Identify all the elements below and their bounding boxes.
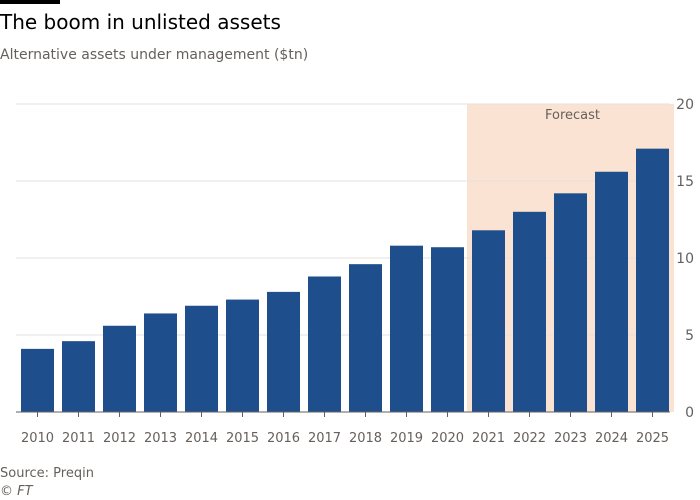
x-tick-label: 2010 xyxy=(21,431,54,446)
x-tick-label: 2014 xyxy=(185,431,218,446)
bar-2014 xyxy=(185,305,218,412)
x-tick-label: 2015 xyxy=(226,431,259,446)
x-tick-label: 2022 xyxy=(513,431,546,446)
x-tick-label: 2023 xyxy=(554,431,587,446)
bar-2011 xyxy=(62,341,95,412)
bar-2025 xyxy=(636,148,669,412)
x-tick-label: 2020 xyxy=(431,431,464,446)
bar-2020 xyxy=(431,247,464,412)
x-tick-label: 2025 xyxy=(636,431,669,446)
bar-2024 xyxy=(595,171,628,412)
credit-note: © FT xyxy=(0,484,33,499)
brand-bar xyxy=(0,0,60,4)
x-tick-label: 2011 xyxy=(62,431,95,446)
x-tick-label: 2013 xyxy=(144,431,177,446)
x-tick-label: 2012 xyxy=(103,431,136,446)
y-tick-label: 10 xyxy=(676,251,694,267)
bar-2023 xyxy=(554,193,587,412)
bar-2017 xyxy=(308,276,341,412)
bars xyxy=(21,148,669,412)
forecast-label: Forecast xyxy=(545,108,600,123)
bar-2015 xyxy=(226,299,259,412)
x-tick-label: 2017 xyxy=(308,431,341,446)
bar-2019 xyxy=(390,245,423,412)
y-axis: 0 5 10 15 20 xyxy=(676,97,694,421)
y-tick-label: 20 xyxy=(676,97,694,113)
x-tick-label: 2019 xyxy=(390,431,423,446)
chart-title: The boom in unlisted assets xyxy=(0,10,281,34)
source-note: Source: Preqin xyxy=(0,466,94,481)
y-tick-label: 15 xyxy=(676,174,694,190)
y-tick-label: 0 xyxy=(685,405,694,421)
bar-2016 xyxy=(267,291,300,412)
bar-2022 xyxy=(513,211,546,412)
bar-2013 xyxy=(144,313,177,412)
bar-2021 xyxy=(472,230,505,412)
bar-2010 xyxy=(21,348,54,412)
y-tick-label: 5 xyxy=(685,328,694,344)
bar-2012 xyxy=(103,325,136,412)
x-tick-label: 2021 xyxy=(472,431,505,446)
x-axis: 2010 2011 2012 2013 2014 2015 2016 2017 2018 2019… xyxy=(21,412,669,446)
bar-2018 xyxy=(349,264,382,412)
x-tick-label: 2024 xyxy=(595,431,628,446)
x-tick-label: 2018 xyxy=(349,431,382,446)
chart-subtitle: Alternative assets under management ($tn… xyxy=(0,47,309,63)
x-tick-label: 2016 xyxy=(267,431,300,446)
